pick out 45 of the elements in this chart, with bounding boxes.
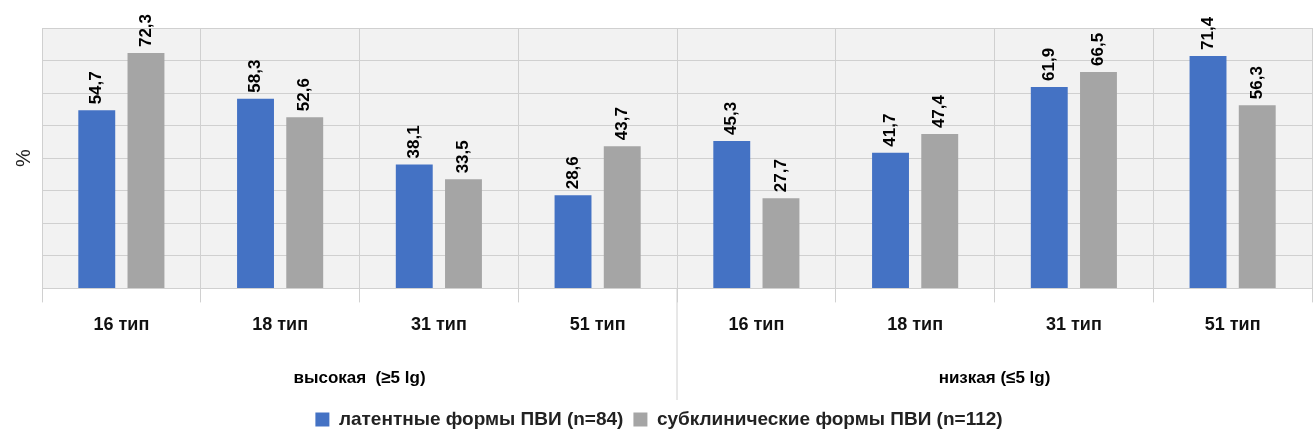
bar [603,146,641,288]
data-label: 38,1 [403,125,423,159]
x-tick-label: 18 тип [887,314,944,335]
bar [286,117,324,288]
data-label: 58,3 [245,59,265,93]
data-label: 71,4 [1197,16,1217,50]
bar [713,140,751,288]
bar [127,53,165,288]
x-tick-label: 16 тип [93,314,150,335]
data-label: 54,7 [86,71,106,105]
bar [395,164,433,288]
bar [1080,71,1117,288]
bar [762,198,800,288]
data-label: 45,3 [721,101,741,135]
bar [445,179,482,288]
data-label: 66,5 [1088,32,1108,66]
data-label: 72,3 [135,13,155,48]
text: высокая (≥5 lg) [293,367,426,387]
bar [921,134,959,288]
data-label: 56,3 [1246,66,1266,100]
data-label: 41,7 [880,113,900,147]
data-label: 52,6 [294,78,314,112]
x-tick-label: 16 тип [728,314,785,335]
data-label: 27,7 [770,159,790,193]
x-tick-label: 51 тип [569,314,626,335]
data-label: 43,7 [611,107,631,141]
legend-label: субклинические формы ПВИ (n=112) [656,407,1003,429]
bar [872,152,909,288]
x-tick-label: 18 тип [252,314,309,335]
data-label: 47,4 [929,94,949,129]
bar [1238,105,1276,288]
bar [554,195,592,288]
bar [1030,86,1068,288]
data-label: 28,6 [562,156,582,190]
x-tick-label: 31 тип [410,314,467,335]
text: низкая (≤5 lg) [938,367,1051,387]
legend-label: латентные формы ПВИ (n=84) [338,407,624,429]
x-tick-label: 31 тип [1045,314,1102,335]
bar [78,110,116,288]
data-label: 61,9 [1038,47,1058,81]
bar [1189,55,1227,288]
y-axis-title: % [11,149,34,168]
data-label: 33,5 [453,140,473,174]
x-tick-label: 51 тип [1204,314,1261,335]
bar [237,98,274,288]
